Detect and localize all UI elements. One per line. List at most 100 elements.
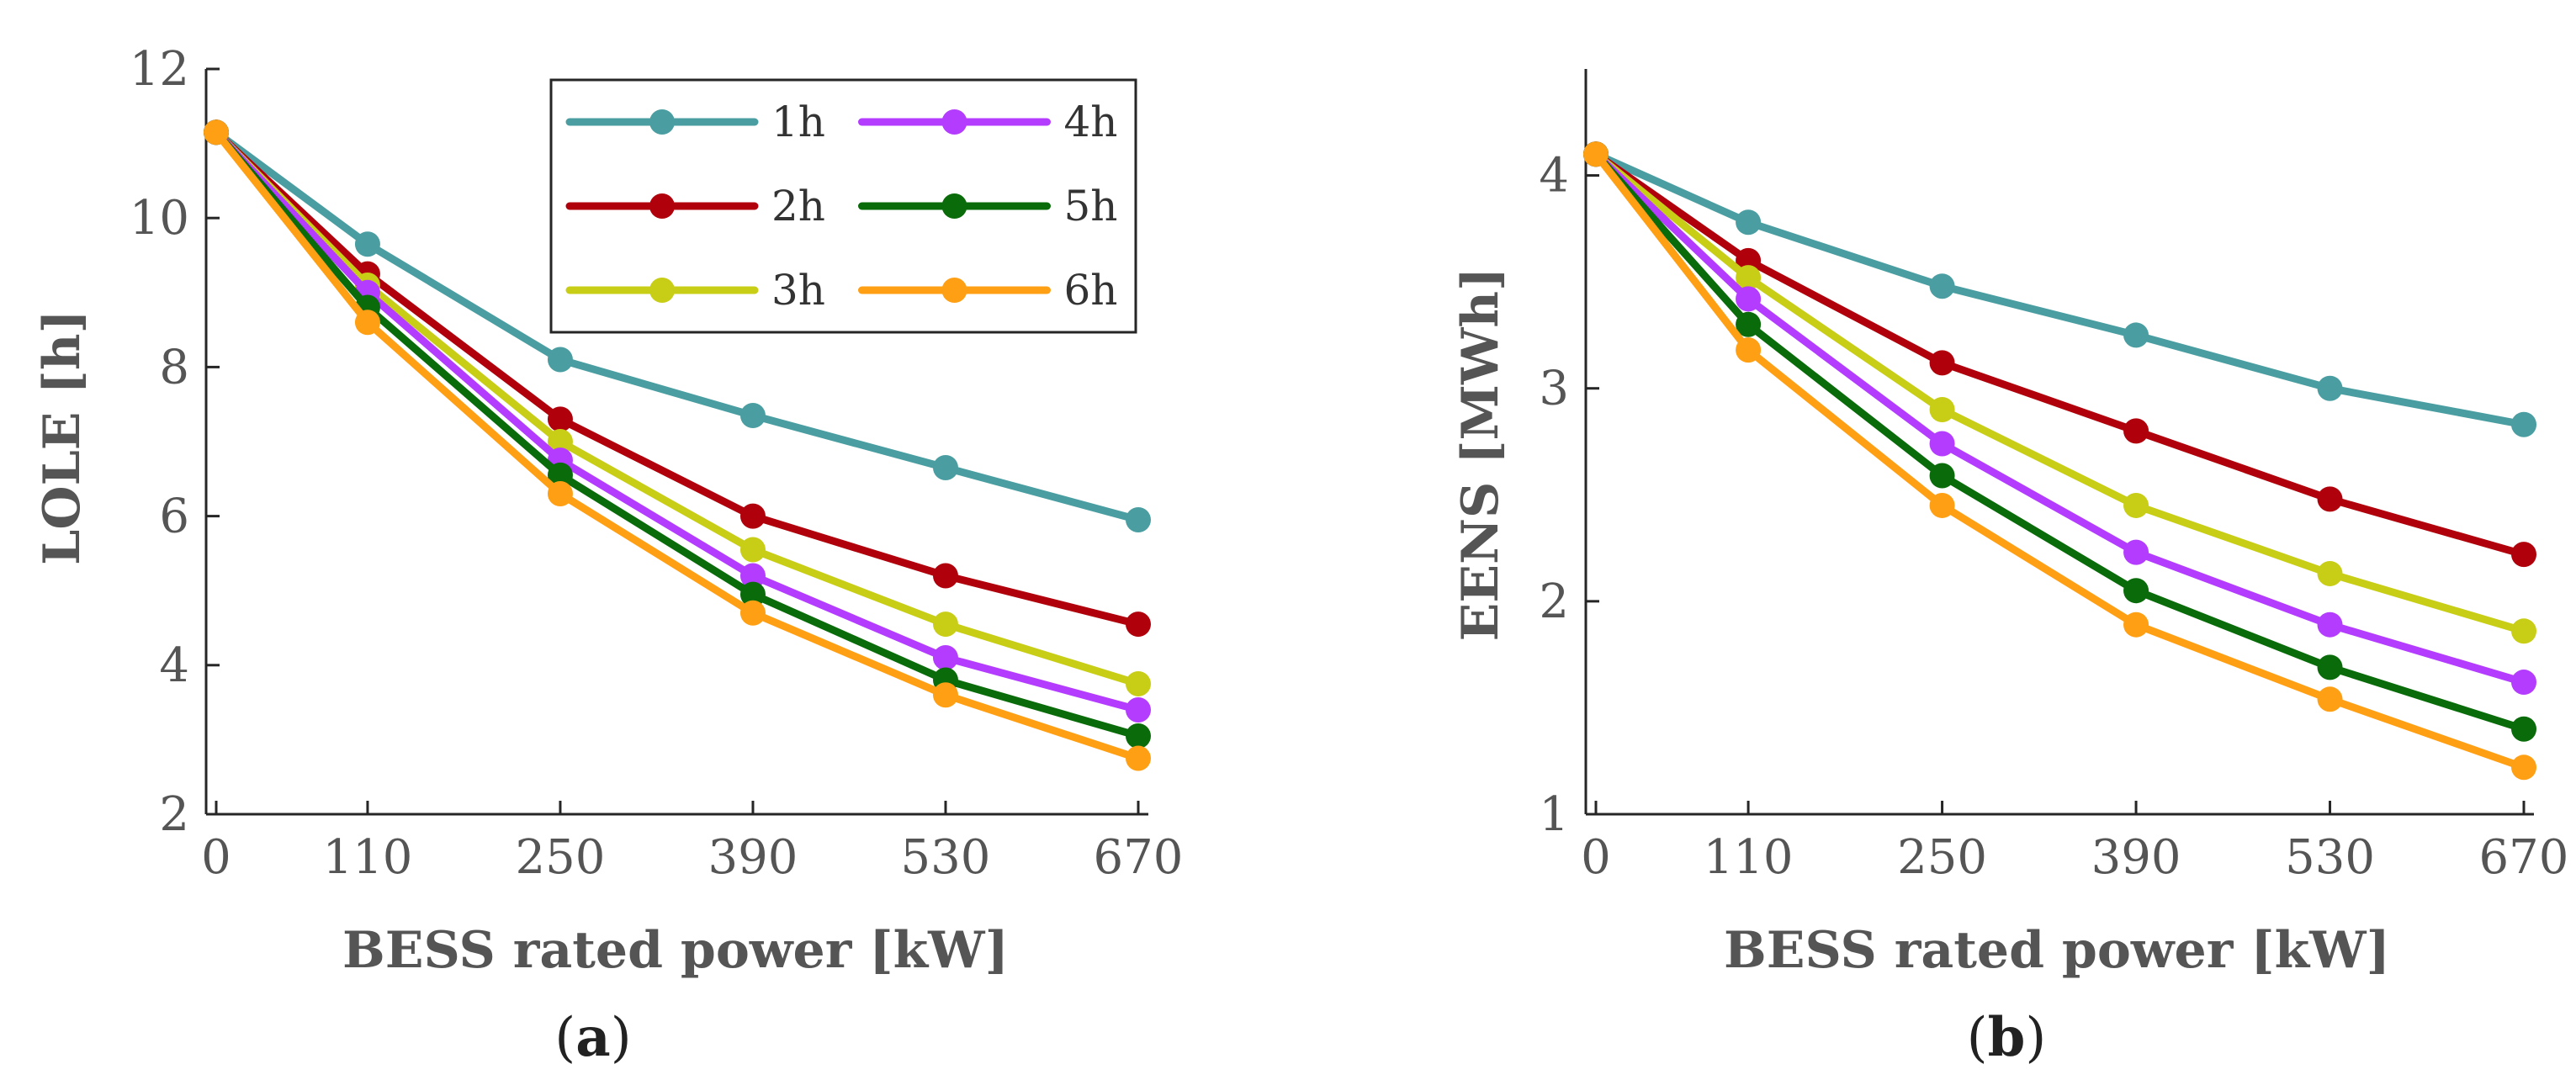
chart-b: EENS [MWh] BESS rated power [kW] (b) 1 2 3… — [1451, 69, 2568, 1069]
data-point-5h — [2511, 716, 2536, 742]
y-tick-label: 4 — [1539, 149, 1569, 204]
y-tick-label: 4 — [159, 638, 189, 693]
data-point-6h — [932, 682, 958, 708]
x-tick-label: 110 — [322, 830, 412, 885]
series-line-5h — [1592, 150, 2528, 733]
series-line-1h — [1592, 150, 2528, 429]
data-point-2h — [1126, 611, 1151, 638]
y-tick-label: 6 — [159, 490, 189, 544]
y-tick-label: 2 — [159, 787, 189, 842]
series-line-6h — [1592, 150, 2528, 771]
x-tick-label: 670 — [2479, 830, 2569, 885]
legend-item-5h: 5h — [858, 182, 1118, 230]
data-point-3h — [2123, 492, 2149, 518]
data-point-4h — [739, 563, 766, 589]
data-point-6h — [354, 310, 380, 336]
chart-b-panel-letter: b — [1988, 1006, 2026, 1069]
series-line-3h — [212, 128, 1142, 688]
y-tick-label: 8 — [159, 340, 189, 394]
chart-a: LOLE [h] BESS rated power [kW] (a) 2 4 6 8 1… — [33, 42, 1183, 1069]
chart-b-ylabel: EENS [MWh] — [1451, 267, 1510, 642]
data-point-6h — [1929, 492, 1955, 518]
x-tick-label: 390 — [708, 830, 798, 885]
x-tick-label: 250 — [1897, 830, 1987, 885]
x-tick-label: 0 — [201, 830, 231, 885]
data-point-1h — [932, 455, 958, 481]
legend-label: 1h — [771, 98, 825, 146]
y-tick-label: 3 — [1539, 362, 1569, 416]
data-point-6h — [547, 481, 573, 507]
data-point-2h — [739, 503, 766, 529]
data-point-5h — [1736, 311, 1762, 337]
data-point-1h — [354, 231, 380, 257]
legend-item-3h: 3h — [565, 266, 825, 315]
data-point-6h — [1736, 337, 1762, 363]
data-point-2h — [2317, 486, 2343, 512]
data-point-4h — [2511, 670, 2536, 696]
data-point-6h — [1583, 141, 1609, 167]
data-point-5h — [547, 462, 573, 488]
legend-item-2h: 2h — [565, 182, 825, 230]
data-point-2h — [1929, 350, 1955, 376]
data-point-1h — [2511, 411, 2536, 437]
legend-marker — [941, 109, 967, 135]
x-tick-label: 390 — [2091, 830, 2181, 885]
series-line-5h — [212, 128, 1142, 740]
chart-a-panel-label: (a) — [554, 1006, 631, 1069]
data-point-3h — [2511, 618, 2536, 644]
series-line-2h — [1592, 150, 2528, 559]
data-point-3h — [932, 611, 958, 638]
data-point-2h — [547, 406, 573, 432]
data-point-1h — [1126, 507, 1151, 533]
legend-item-4h: 4h — [858, 98, 1118, 146]
data-point-5h — [1126, 723, 1151, 749]
legend-marker — [941, 193, 967, 219]
legend-label: 3h — [771, 266, 825, 315]
data-point-3h — [2317, 560, 2343, 586]
data-point-1h — [1736, 209, 1762, 236]
legend-marker — [649, 193, 675, 219]
data-point-3h — [1736, 265, 1762, 291]
legend-marker — [941, 278, 967, 303]
series-line-4h — [212, 128, 1142, 714]
legend-label: 2h — [771, 182, 825, 230]
data-point-4h — [1929, 431, 1955, 457]
y-tick-label: 10 — [130, 191, 189, 246]
data-point-5h — [739, 581, 766, 607]
data-point-2h — [2123, 418, 2149, 444]
legend-label: 6h — [1064, 266, 1118, 315]
data-point-1h — [739, 402, 766, 428]
data-point-2h — [2511, 542, 2536, 568]
data-point-6h — [1126, 745, 1151, 771]
legend-label: 4h — [1064, 98, 1118, 146]
data-point-3h — [547, 429, 573, 454]
x-tick-label: 0 — [1581, 830, 1611, 885]
data-point-4h — [2123, 539, 2149, 565]
data-point-6h — [204, 119, 229, 146]
series-line-2h — [212, 128, 1142, 628]
data-point-6h — [2123, 611, 2149, 638]
data-point-1h — [2317, 375, 2343, 401]
x-tick-label: 110 — [1704, 830, 1794, 885]
chart-a-panel-letter: a — [575, 1006, 610, 1069]
x-tick-label: 670 — [1094, 830, 1184, 885]
y-tick-label: 2 — [1539, 574, 1569, 629]
data-point-4h — [1126, 696, 1151, 723]
legend-marker — [649, 109, 675, 135]
data-point-1h — [547, 347, 573, 373]
series-line-6h — [212, 128, 1142, 763]
y-tick-label: 1 — [1539, 787, 1569, 842]
legend-item-1h: 1h — [565, 98, 825, 146]
data-point-3h — [1929, 397, 1955, 423]
chart-b-panel-label: (b) — [1967, 1006, 2047, 1069]
chart-b-xlabel: BESS rated power [kW] — [1724, 921, 2390, 980]
x-tick-label: 530 — [2285, 830, 2375, 885]
legend-marker — [649, 278, 675, 303]
legend-label: 5h — [1064, 182, 1118, 230]
data-point-5h — [2123, 578, 2149, 604]
legend: 1h 2h 3h 4h 5h 6h — [549, 78, 1137, 334]
data-point-5h — [1929, 463, 1955, 489]
data-point-4h — [1736, 286, 1762, 312]
x-tick-label: 250 — [516, 830, 606, 885]
